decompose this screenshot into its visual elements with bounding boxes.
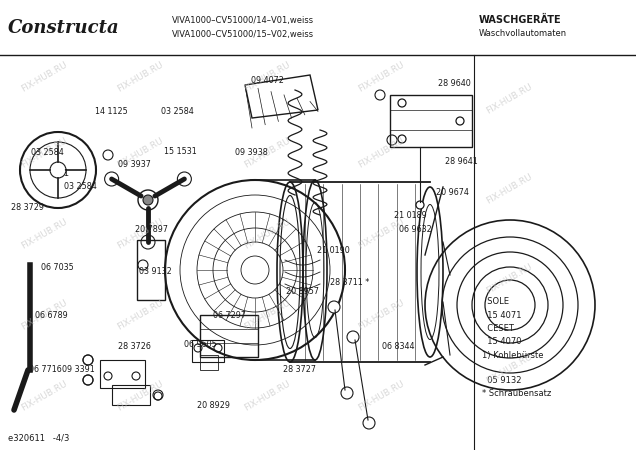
Text: FIX-HUB.RU: FIX-HUB.RU [242, 298, 292, 332]
Text: FIX-HUB.RU: FIX-HUB.RU [242, 60, 292, 93]
Bar [192, 340, 224, 362]
Text: 06 9632: 06 9632 [399, 225, 432, 234]
Text: e320611   -4/3: e320611 -4/3 [8, 433, 69, 442]
Text: FIX-HUB.RU: FIX-HUB.RU [115, 217, 165, 251]
Bar [200, 315, 258, 357]
Text: 09 3937: 09 3937 [118, 160, 151, 169]
Text: 03 2584: 03 2584 [64, 182, 96, 191]
Text: FIX-HUB.RU: FIX-HUB.RU [20, 298, 69, 332]
Text: 06 7035: 06 7035 [41, 263, 74, 272]
Text: 20 9674: 20 9674 [436, 188, 469, 197]
Text: FIX-HUB.RU: FIX-HUB.RU [242, 217, 292, 251]
Circle shape [398, 135, 406, 143]
Circle shape [103, 150, 113, 160]
Text: 21 0190: 21 0190 [317, 246, 349, 255]
Text: * Schraubensatz: * Schraubensatz [482, 389, 551, 398]
Text: 06 7297: 06 7297 [213, 310, 246, 320]
Circle shape [105, 172, 119, 186]
Text: 1: 1 [64, 169, 69, 178]
Text: FIX-HUB.RU: FIX-HUB.RU [242, 136, 292, 170]
Text: CESET: CESET [482, 324, 514, 333]
Circle shape [416, 201, 424, 209]
Text: 03 9132: 03 9132 [139, 267, 171, 276]
Bar [137, 240, 165, 300]
Circle shape [50, 162, 66, 178]
Text: 05 9132: 05 9132 [482, 376, 522, 385]
Text: 15 1531: 15 1531 [164, 147, 197, 156]
Text: 28 3727: 28 3727 [283, 364, 316, 373]
Circle shape [398, 99, 406, 107]
Text: 28 3711 *: 28 3711 * [330, 278, 370, 287]
Text: WASCHGERÄTE: WASCHGERÄTE [479, 15, 562, 25]
Text: FIX-HUB.RU: FIX-HUB.RU [20, 136, 69, 170]
Text: 15 4071: 15 4071 [482, 310, 522, 320]
Circle shape [154, 392, 162, 400]
Circle shape [104, 372, 112, 380]
Text: 14 1125: 14 1125 [95, 107, 128, 116]
Text: 06 7716: 06 7716 [29, 364, 61, 373]
Text: Waschvollautomaten: Waschvollautomaten [479, 30, 567, 39]
Text: VIVA1000–CV51000/14–V01,weiss: VIVA1000–CV51000/14–V01,weiss [172, 15, 314, 24]
Circle shape [143, 195, 153, 205]
Text: Constructa: Constructa [8, 19, 120, 37]
Text: FIX-HUB.RU: FIX-HUB.RU [115, 136, 165, 170]
Text: VIVA1000–CV51000/15–V02,weiss: VIVA1000–CV51000/15–V02,weiss [172, 30, 314, 39]
Text: 09 4072: 09 4072 [251, 76, 284, 85]
Text: FIX-HUB.RU: FIX-HUB.RU [20, 60, 69, 93]
Text: FIX-HUB.RU: FIX-HUB.RU [484, 172, 534, 206]
Circle shape [363, 417, 375, 429]
Text: 20 8929: 20 8929 [197, 400, 230, 410]
Text: 28 3726: 28 3726 [118, 342, 151, 351]
Circle shape [347, 331, 359, 343]
Circle shape [141, 235, 155, 249]
Bar [390, 95, 472, 147]
Text: FIX-HUB.RU: FIX-HUB.RU [242, 379, 292, 413]
Text: 21 0189: 21 0189 [394, 211, 427, 220]
Text: FIX-HUB.RU: FIX-HUB.RU [484, 262, 534, 296]
Circle shape [328, 301, 340, 313]
Text: FIX-HUB.RU: FIX-HUB.RU [357, 60, 406, 93]
Text: SOLE: SOLE [482, 297, 509, 306]
Circle shape [138, 190, 158, 210]
Text: 20 7897: 20 7897 [135, 225, 169, 234]
Text: 1) Kohlebürste: 1) Kohlebürste [482, 351, 544, 360]
Text: 28 3729: 28 3729 [11, 203, 45, 212]
Bar [100, 360, 145, 388]
Text: 20 8957: 20 8957 [286, 287, 319, 296]
Circle shape [132, 372, 140, 380]
Text: FIX-HUB.RU: FIX-HUB.RU [357, 298, 406, 332]
Text: FIX-HUB.RU: FIX-HUB.RU [115, 60, 165, 93]
Circle shape [177, 172, 191, 186]
Text: 06 6789: 06 6789 [35, 310, 67, 320]
Text: 03 2584: 03 2584 [31, 148, 63, 157]
Text: FIX-HUB.RU: FIX-HUB.RU [484, 352, 534, 386]
Text: 03 2584: 03 2584 [161, 107, 193, 116]
Text: FIX-HUB.RU: FIX-HUB.RU [484, 82, 534, 116]
Text: FIX-HUB.RU: FIX-HUB.RU [115, 379, 165, 413]
Text: FIX-HUB.RU: FIX-HUB.RU [20, 379, 69, 413]
Text: FIX-HUB.RU: FIX-HUB.RU [115, 298, 165, 332]
Text: FIX-HUB.RU: FIX-HUB.RU [20, 217, 69, 251]
Bar [112, 385, 150, 405]
Circle shape [456, 117, 464, 125]
Text: 06 9605: 06 9605 [184, 340, 217, 349]
Text: 06 8344: 06 8344 [382, 342, 414, 351]
Text: 28 9641: 28 9641 [445, 157, 478, 166]
Text: 28 9640: 28 9640 [438, 79, 470, 88]
Bar [200, 355, 218, 370]
Circle shape [341, 387, 353, 399]
Text: FIX-HUB.RU: FIX-HUB.RU [357, 217, 406, 251]
Text: FIX-HUB.RU: FIX-HUB.RU [357, 136, 406, 170]
Text: 15 4070: 15 4070 [482, 338, 522, 346]
Text: 09 3391: 09 3391 [62, 364, 95, 373]
Text: FIX-HUB.RU: FIX-HUB.RU [357, 379, 406, 413]
Text: 09 3938: 09 3938 [235, 148, 268, 157]
